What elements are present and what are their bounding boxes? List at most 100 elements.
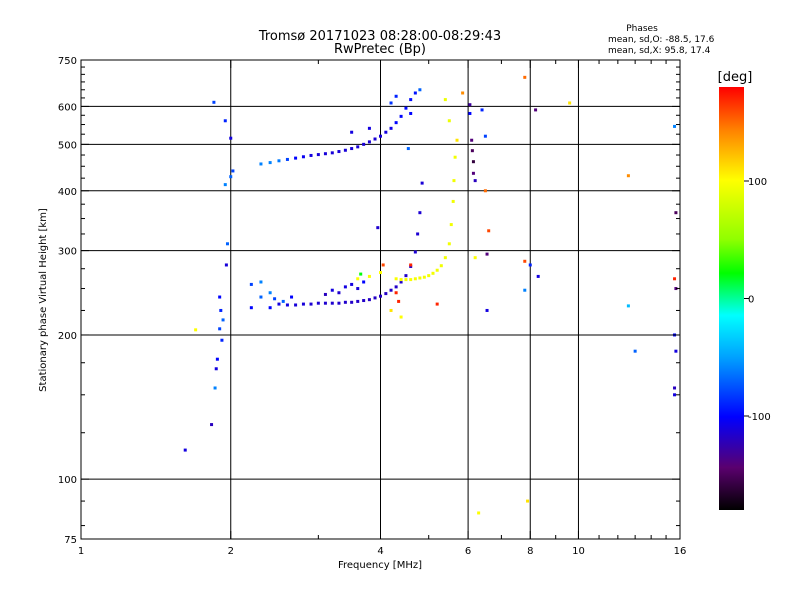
data-point	[451, 199, 455, 203]
data-point	[470, 149, 474, 153]
data-point	[409, 263, 413, 267]
data-point	[439, 264, 443, 268]
y-tick-label: 75	[64, 535, 77, 546]
x-tick-label: 4	[377, 546, 383, 557]
data-point	[534, 108, 538, 112]
data-point	[277, 302, 281, 306]
data-point	[362, 299, 366, 303]
data-point	[367, 298, 371, 302]
data-point	[418, 276, 422, 280]
data-point	[536, 274, 540, 278]
data-point	[480, 108, 484, 112]
data-point	[343, 300, 347, 304]
y-tick-label: 200	[58, 331, 77, 342]
data-point	[359, 272, 363, 276]
scatter-series	[359, 226, 439, 319]
data-point	[409, 98, 413, 102]
data-point	[523, 259, 527, 263]
stats-o-mode: mean, sd,O: -88.5, 17.6	[608, 35, 715, 45]
data-point	[330, 288, 334, 292]
data-point	[394, 94, 398, 98]
data-point	[470, 138, 474, 142]
data-point	[523, 75, 527, 79]
data-point	[229, 175, 233, 179]
data-point	[422, 275, 426, 279]
data-point	[431, 271, 435, 275]
data-point	[379, 294, 382, 298]
data-point	[468, 111, 472, 115]
data-point	[526, 499, 530, 503]
data-point	[210, 423, 214, 427]
data-point	[301, 302, 305, 306]
data-point	[477, 511, 481, 515]
data-point	[259, 162, 263, 166]
data-point	[409, 278, 413, 282]
data-point	[379, 134, 382, 138]
data-point	[337, 291, 341, 295]
data-point	[225, 242, 229, 246]
data-point	[394, 121, 398, 125]
data-point	[673, 124, 677, 128]
data-point	[268, 306, 272, 310]
scatter-series	[277, 181, 424, 307]
data-point	[379, 271, 382, 275]
data-point	[373, 296, 377, 300]
data-point	[453, 155, 457, 159]
y-tick-label: 100	[58, 475, 77, 486]
y-tick-label: 600	[58, 102, 77, 113]
data-point	[435, 268, 439, 272]
data-point	[268, 291, 272, 295]
data-point	[259, 295, 263, 299]
data-point	[394, 291, 398, 295]
x-tick-label: 1	[78, 546, 84, 557]
colorbar	[719, 87, 744, 510]
data-point	[309, 153, 313, 157]
data-point	[350, 282, 354, 286]
data-point	[399, 280, 403, 284]
data-point	[301, 155, 305, 159]
data-point	[471, 160, 475, 164]
data-point	[194, 328, 198, 332]
colorbar-label: [deg]	[718, 70, 753, 85]
x-tick-label: 2	[228, 546, 234, 557]
data-point	[413, 250, 417, 254]
data-point	[218, 295, 222, 299]
data-point	[356, 287, 360, 291]
x-tick-label: 10	[572, 546, 585, 557]
data-point	[214, 367, 218, 371]
data-point	[487, 229, 491, 233]
data-point	[381, 263, 385, 267]
data-point	[673, 277, 677, 281]
data-point	[528, 263, 532, 267]
scatter-series	[259, 88, 422, 166]
data-point	[356, 145, 360, 149]
data-point	[394, 277, 398, 281]
data-point	[384, 292, 388, 296]
data-point	[223, 119, 227, 123]
data-point	[413, 91, 417, 95]
data-point	[413, 277, 417, 281]
scatter-series	[455, 91, 491, 515]
data-point	[443, 256, 447, 260]
data-point	[290, 295, 294, 299]
data-point	[373, 137, 377, 141]
colorbar-tick-label: 0	[748, 295, 754, 306]
data-point	[259, 280, 263, 284]
data-point	[337, 150, 341, 154]
data-point	[350, 300, 354, 304]
stats-heading: Phases	[626, 24, 658, 34]
data-point	[673, 386, 677, 390]
data-point	[485, 308, 489, 312]
data-point	[633, 349, 637, 353]
chart-subtitle: RwPretec (Bp)	[334, 42, 426, 57]
data-point	[485, 252, 489, 256]
colorbar-tick-label: 100	[748, 177, 767, 188]
scatter-series	[523, 75, 637, 503]
data-point	[316, 301, 320, 305]
data-point	[404, 274, 408, 278]
data-point	[626, 304, 630, 308]
data-point	[277, 159, 281, 163]
data-point	[316, 153, 320, 157]
data-point	[399, 114, 403, 118]
